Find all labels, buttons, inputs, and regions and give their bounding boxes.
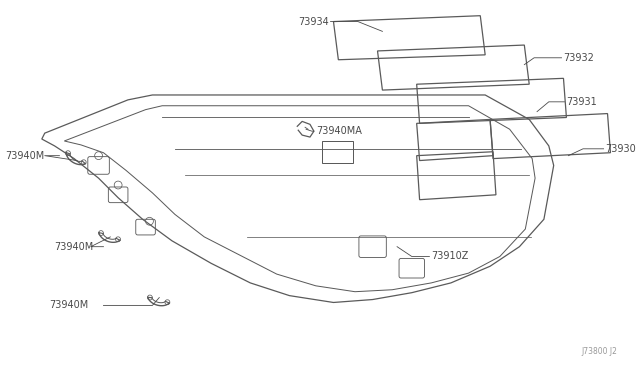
Text: 73910Z: 73910Z	[431, 251, 468, 262]
Text: 73932: 73932	[563, 53, 595, 63]
Text: J73800 J2: J73800 J2	[581, 347, 618, 356]
Text: 73934: 73934	[298, 17, 328, 26]
Text: 73940M: 73940M	[6, 151, 45, 161]
Text: 73940M: 73940M	[50, 301, 89, 310]
Text: 73931: 73931	[566, 97, 597, 107]
Text: 73930: 73930	[605, 144, 636, 154]
Text: 73940M: 73940M	[54, 242, 94, 252]
Text: 73940MA: 73940MA	[316, 126, 362, 136]
